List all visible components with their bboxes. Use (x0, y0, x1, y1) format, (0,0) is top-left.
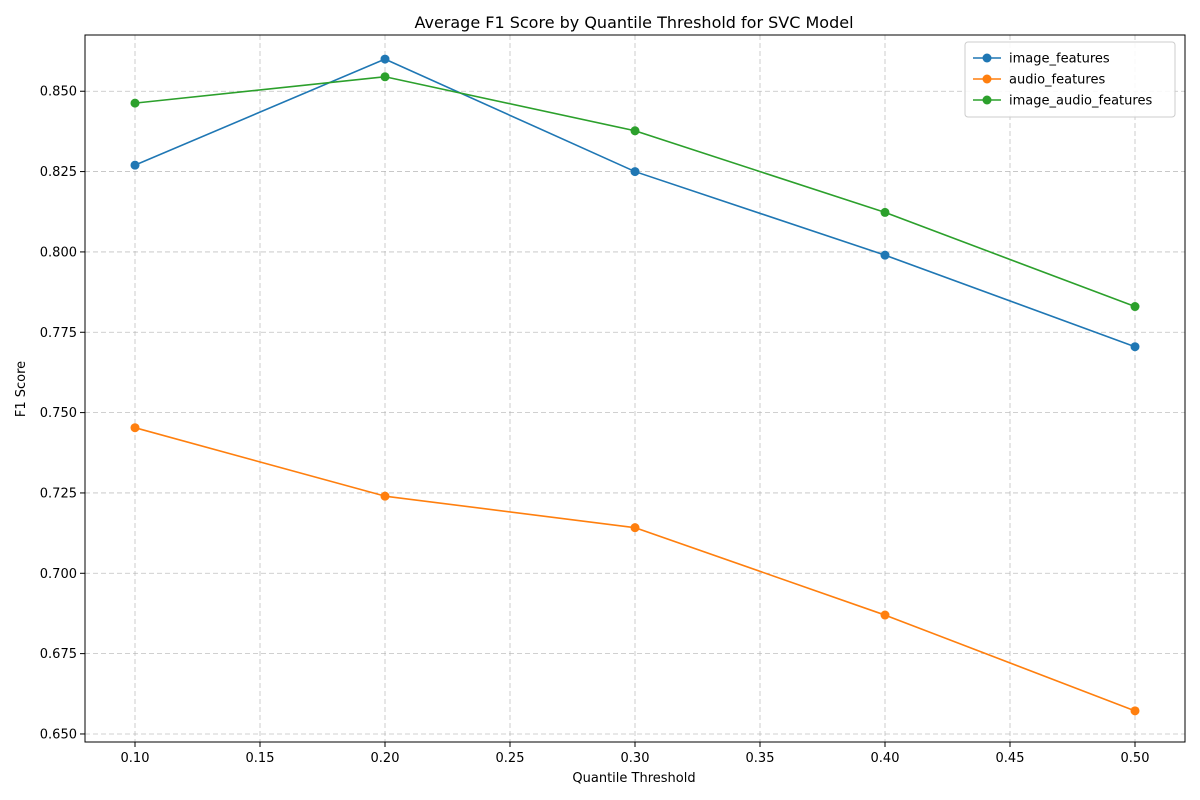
data-point (880, 207, 890, 217)
y-tick-label: 0.725 (40, 486, 77, 501)
data-point (630, 167, 640, 177)
legend-label: image_features (1009, 52, 1110, 67)
x-tick-label: 0.45 (996, 751, 1025, 766)
data-point (880, 610, 890, 620)
x-tick-label: 0.35 (746, 751, 775, 766)
chart-title: Average F1 Score by Quantile Threshold f… (414, 13, 853, 32)
legend-marker (982, 95, 992, 105)
x-tick-label: 0.40 (871, 751, 900, 766)
x-tick-label: 0.10 (121, 751, 150, 766)
legend-label: image_audio_features (1009, 94, 1152, 109)
series-audio-features (130, 423, 1140, 716)
series-image-features (130, 54, 1140, 352)
y-tick-label: 0.675 (40, 647, 77, 662)
legend: image_features audio_features image_audio_… (964, 41, 1176, 118)
y-axis-ticks: 0.650 0.675 0.700 0.725 0.750 0.775 0.800 0.825… (40, 85, 85, 742)
legend-item: image_features (973, 52, 1110, 67)
legend-item: audio_features (973, 73, 1105, 88)
legend-item: image_audio_features (973, 94, 1152, 109)
y-tick-label: 0.775 (40, 326, 77, 341)
y-tick-label: 0.800 (40, 245, 77, 260)
legend-marker (982, 74, 992, 84)
x-tick-label: 0.30 (621, 751, 650, 766)
data-point (630, 126, 640, 136)
x-tick-label: 0.20 (371, 751, 400, 766)
data-point (880, 250, 890, 260)
y-tick-label: 0.825 (40, 165, 77, 180)
y-tick-label: 0.700 (40, 567, 77, 582)
legend-box (964, 41, 1176, 118)
x-axis-label: Quantile Threshold (572, 771, 695, 786)
data-point (380, 54, 390, 64)
series-layer (130, 54, 1140, 716)
data-point (380, 72, 390, 82)
data-point (1130, 342, 1140, 352)
x-tick-label: 0.50 (1121, 751, 1150, 766)
y-tick-label: 0.750 (40, 406, 77, 421)
data-point (630, 523, 640, 533)
y-tick-label: 0.650 (40, 727, 77, 742)
x-tick-label: 0.15 (246, 751, 275, 766)
data-point (380, 491, 390, 501)
data-point (1130, 302, 1140, 312)
legend-marker (982, 53, 992, 63)
grid-layer (85, 35, 1185, 742)
data-point (130, 98, 140, 108)
x-axis-ticks: 0.10 0.15 0.20 0.25 0.30 0.35 0.40 0.45 0.50 (121, 742, 1150, 766)
series-image-audio-features (130, 72, 1140, 312)
data-point (130, 423, 140, 433)
y-tick-label: 0.850 (40, 85, 77, 100)
legend-label: audio_features (1009, 73, 1105, 88)
x-tick-label: 0.25 (496, 751, 525, 766)
data-point (130, 160, 140, 170)
data-point (1130, 706, 1140, 716)
y-axis-label: F1 Score (14, 361, 29, 417)
